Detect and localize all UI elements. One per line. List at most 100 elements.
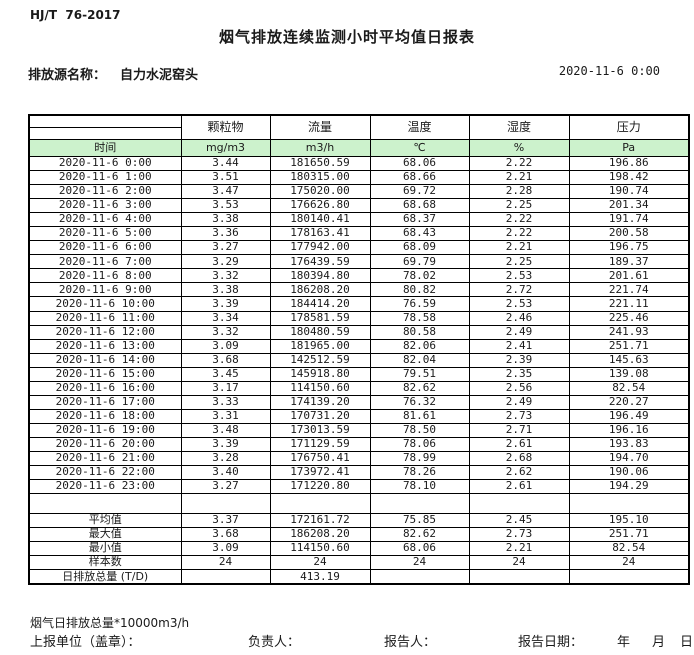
value-cell: 184414.20 <box>269 296 371 312</box>
value-cell: 142512.59 <box>269 352 371 368</box>
value-cell: 78.02 <box>369 268 470 284</box>
value-cell: 190.74 <box>568 184 690 200</box>
summary-label-cell: 最小值 <box>28 541 182 557</box>
value-cell: 2.61 <box>468 479 570 495</box>
summary-value-cell: 24 <box>369 555 470 571</box>
empty-cell <box>180 493 271 515</box>
summary-value-cell <box>468 569 570 585</box>
value-cell: 82.54 <box>568 380 690 396</box>
value-cell: 177942.00 <box>269 240 371 256</box>
value-cell: 196.75 <box>568 240 690 256</box>
summary-value-cell: 2.45 <box>468 513 570 529</box>
value-cell: 3.39 <box>180 296 271 312</box>
value-cell: 190.06 <box>568 465 690 481</box>
time-cell: 2020-11-6 15:00 <box>28 366 182 382</box>
value-cell: 176439.59 <box>269 254 371 270</box>
summary-value-cell <box>568 569 690 585</box>
summary-value-cell: 82.54 <box>568 541 690 557</box>
data-row: 2020-11-6 15:00 3.45 145918.80 79.51 2.35 139… <box>28 366 690 382</box>
empty-cell <box>369 493 470 515</box>
time-cell: 2020-11-6 20:00 <box>28 436 182 452</box>
value-cell: 69.79 <box>369 254 470 270</box>
value-cell: 3.29 <box>180 254 271 270</box>
footer-note: 烟气日排放总量*10000m3/h <box>30 616 190 630</box>
data-row: 2020-11-6 14:00 3.68 142512.59 82.04 2.39 145… <box>28 352 690 368</box>
value-cell: 251.71 <box>568 338 690 354</box>
summary-value-cell: 2.21 <box>468 541 570 557</box>
time-cell: 2020-11-6 22:00 <box>28 465 182 481</box>
time-cell: 2020-11-6 1:00 <box>28 170 182 186</box>
report-unit-label: 上报单位（盖章）： <box>30 635 141 650</box>
footer-signature-line: 上报单位（盖章）： 负责人： 报告人： 报告日期： 年 月 日 <box>0 631 694 650</box>
summary-value-cell: 251.71 <box>568 527 690 543</box>
data-row: 2020-11-6 1:00 3.51 180315.00 68.66 2.21 198.… <box>28 170 690 186</box>
responsible-label: 负责人： <box>248 635 301 650</box>
summary-value-cell: 68.06 <box>369 541 470 557</box>
value-cell: 3.40 <box>180 465 271 481</box>
value-cell: 198.42 <box>568 170 690 186</box>
value-cell: 191.74 <box>568 212 690 228</box>
data-row: 2020-11-6 11:00 3.34 178581.59 78.58 2.46 225… <box>28 310 690 326</box>
data-row: 2020-11-6 23:00 3.27 171220.80 78.10 2.61 194… <box>28 479 690 495</box>
standard-code: HJ/T 76-2017 <box>30 8 121 22</box>
summary-row: 样本数 24 24 24 24 24 <box>28 555 690 571</box>
value-cell: 3.32 <box>180 268 271 284</box>
report-date-label: 报告日期： <box>518 635 584 650</box>
value-cell: 2.46 <box>468 310 570 326</box>
value-cell: 3.47 <box>180 184 271 200</box>
summary-value-cell: 413.19 <box>269 569 371 585</box>
value-cell: 2.21 <box>468 240 570 256</box>
col-header-particulate: 颗粒物 <box>180 114 271 140</box>
value-cell: 178163.41 <box>269 226 371 242</box>
value-cell: 3.38 <box>180 212 271 228</box>
empty-cell <box>269 493 371 515</box>
summary-value-cell: 186208.20 <box>269 527 371 543</box>
value-cell: 178581.59 <box>269 310 371 326</box>
data-row: 2020-11-6 12:00 3.32 180480.59 80.58 2.49 241… <box>28 324 690 340</box>
value-cell: 3.17 <box>180 380 271 396</box>
time-cell: 2020-11-6 12:00 <box>28 324 182 340</box>
time-cell: 2020-11-6 0:00 <box>28 155 182 172</box>
value-cell: 201.34 <box>568 198 690 214</box>
data-row: 2020-11-6 9:00 3.38 186208.20 80.82 2.72 221.… <box>28 282 690 298</box>
value-cell: 180480.59 <box>269 324 371 340</box>
time-cell: 2020-11-6 14:00 <box>28 352 182 368</box>
value-cell: 2.71 <box>468 422 570 438</box>
data-row: 2020-11-6 3:00 3.53 176626.80 68.68 2.25 201.… <box>28 198 690 214</box>
corner-cell-top <box>28 114 182 128</box>
year-label: 年 <box>617 635 631 650</box>
time-cell: 2020-11-6 23:00 <box>28 479 182 495</box>
value-cell: 2.21 <box>468 170 570 186</box>
value-cell: 189.37 <box>568 254 690 270</box>
corner-cell-bottom <box>28 127 182 140</box>
value-cell: 3.68 <box>180 352 271 368</box>
value-cell: 175020.00 <box>269 184 371 200</box>
value-cell: 79.51 <box>369 366 470 382</box>
value-cell: 186208.20 <box>269 282 371 298</box>
summary-label-cell: 日排放总量 (T/D) <box>28 569 182 585</box>
time-cell: 2020-11-6 16:00 <box>28 380 182 396</box>
value-cell: 3.27 <box>180 240 271 256</box>
time-header-cell: 时间 <box>28 139 182 157</box>
data-row: 2020-11-6 6:00 3.27 177942.00 68.09 2.21 196.… <box>28 240 690 256</box>
data-row: 2020-11-6 2:00 3.47 175020.00 69.72 2.28 190.… <box>28 184 690 200</box>
unit-cell-particulate: mg/m3 <box>180 139 271 157</box>
value-cell: 173972.41 <box>269 465 371 481</box>
time-cell: 2020-11-6 10:00 <box>28 296 182 312</box>
value-cell: 194.70 <box>568 450 690 467</box>
value-cell: 3.34 <box>180 310 271 326</box>
meta-row: 2020-11-6 0:00 排放源名称： 自力水泥窑头 <box>28 64 660 83</box>
value-cell: 200.58 <box>568 226 690 242</box>
value-cell: 171220.80 <box>269 479 371 495</box>
value-cell: 68.68 <box>369 198 470 214</box>
data-row: 2020-11-6 10:00 3.39 184414.20 76.59 2.53 221… <box>28 296 690 312</box>
value-cell: 2.68 <box>468 450 570 467</box>
data-row: 2020-11-6 16:00 3.17 114150.60 82.62 2.56 82.… <box>28 380 690 396</box>
value-cell: 69.72 <box>369 184 470 200</box>
reporter-label: 报告人： <box>384 635 437 650</box>
col-header-flow: 流量 <box>269 114 371 140</box>
empty-cell <box>468 493 570 515</box>
value-cell: 145.63 <box>568 352 690 368</box>
value-cell: 2.22 <box>468 226 570 242</box>
